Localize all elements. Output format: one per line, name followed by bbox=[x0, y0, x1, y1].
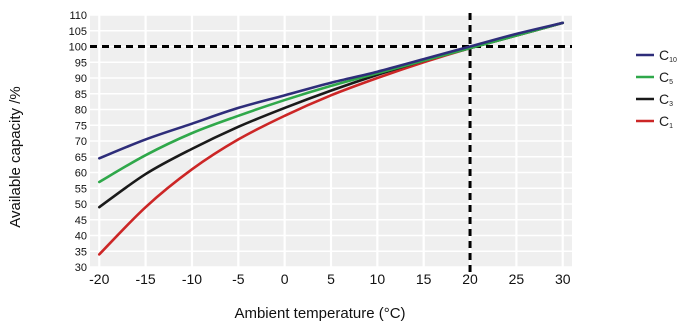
y-tick-label: 45 bbox=[75, 215, 87, 227]
y-tick-label: 100 bbox=[69, 42, 87, 54]
series-line-c5 bbox=[97, 21, 565, 184]
y-tick-label: 65 bbox=[75, 152, 87, 164]
y-tick-label: 35 bbox=[75, 246, 87, 258]
y-axis-ticks: 30 35 40 45 50 55 60 65 70 75 80 85 90 95 100 105 110 bbox=[69, 10, 87, 274]
y-tick-label: 30 bbox=[75, 262, 87, 274]
y-tick-label: 40 bbox=[75, 231, 87, 243]
y-axis-title: Available capacity /% bbox=[7, 86, 24, 227]
x-tick-label: 5 bbox=[327, 271, 335, 287]
x-axis-title: Ambient temperature (°C) bbox=[234, 305, 405, 322]
legend-label: C10 bbox=[659, 47, 677, 64]
x-tick-label: -5 bbox=[232, 271, 245, 287]
x-tick-label: -20 bbox=[89, 271, 109, 287]
y-tick-label: 60 bbox=[75, 168, 87, 180]
x-axis-ticks: -20 -15 -10 -5 0 5 10 15 20 25 30 bbox=[89, 271, 571, 287]
legend-label: C1 bbox=[659, 113, 673, 130]
y-tick-label: 50 bbox=[75, 199, 87, 211]
y-tick-label: 90 bbox=[75, 73, 87, 85]
y-tick-label: 80 bbox=[75, 105, 87, 117]
series-line-c10 bbox=[97, 21, 565, 160]
y-tick-label: 95 bbox=[75, 57, 87, 69]
reference-lines bbox=[90, 13, 572, 273]
x-tick-label: 30 bbox=[555, 271, 571, 287]
x-tick-label: 15 bbox=[416, 271, 432, 287]
x-tick-label: 10 bbox=[370, 271, 386, 287]
y-tick-label: 55 bbox=[75, 183, 87, 195]
y-tick-label: 75 bbox=[75, 120, 87, 132]
x-tick-label: 0 bbox=[281, 271, 289, 287]
legend: C10 C5 C3 C1 bbox=[636, 47, 677, 130]
x-tick-label: -15 bbox=[135, 271, 155, 287]
y-tick-label: 105 bbox=[69, 26, 87, 38]
legend-label: C5 bbox=[659, 69, 673, 86]
x-tick-label: -10 bbox=[182, 271, 202, 287]
y-tick-label: 85 bbox=[75, 89, 87, 101]
legend-label: C3 bbox=[659, 91, 673, 108]
series-lines bbox=[97, 21, 565, 256]
x-tick-label: 20 bbox=[462, 271, 478, 287]
y-tick-label: 110 bbox=[69, 10, 87, 22]
y-tick-label: 70 bbox=[75, 136, 87, 148]
x-tick-label: 25 bbox=[509, 271, 525, 287]
